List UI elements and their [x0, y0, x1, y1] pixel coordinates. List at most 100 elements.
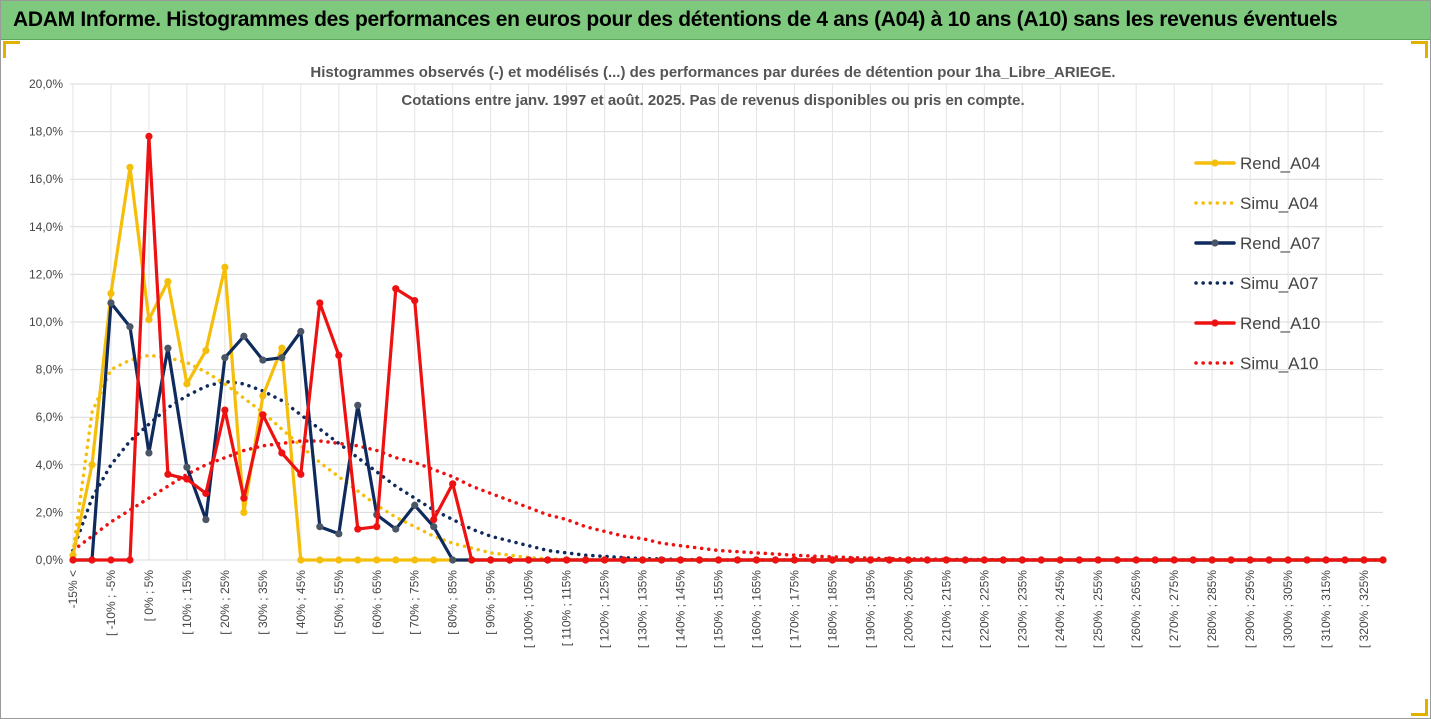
- legend-label-simu-a10: Simu_A10: [1240, 354, 1318, 373]
- y-tick-label: 16,0%: [29, 172, 63, 186]
- data-point-rend-a04: [202, 346, 210, 355]
- data-point-rend-a10: [638, 556, 647, 564]
- data-point-rend-a04: [354, 556, 362, 564]
- legend-label-rend-a07: Rend_A07: [1240, 234, 1320, 253]
- data-point-rend-a07: [183, 463, 191, 471]
- legend-label-rend-a10: Rend_A10: [1240, 314, 1320, 333]
- data-point-rend-a10: [202, 489, 210, 497]
- data-point-rend-a10: [1075, 556, 1083, 564]
- data-point-rend-a10: [563, 556, 571, 564]
- legend-label-rend-a04: Rend_A04: [1240, 154, 1320, 173]
- data-point-rend-a10: [1227, 556, 1235, 564]
- data-point-rend-a10: [1056, 556, 1064, 564]
- series-line-rend-a04: [71, 165, 1385, 562]
- report-banner: ADAM Informe. Histogrammes des performan…: [1, 1, 1430, 40]
- legend-label-simu-a04: Simu_A04: [1240, 194, 1318, 213]
- data-point-rend-a10: [373, 523, 381, 531]
- legend-marker-rend-a10: [1211, 319, 1219, 327]
- x-tick-label: [ 20% ; 25%: [218, 570, 232, 635]
- data-point-rend-a07: [164, 344, 172, 352]
- x-tick-label: [ 240% ; 245%: [1053, 570, 1067, 648]
- data-point-rend-a07: [259, 356, 267, 364]
- data-point-rend-a10: [1189, 556, 1197, 564]
- data-point-rend-a10: [904, 556, 912, 564]
- x-tick-label: [ 90% ; 95%: [484, 570, 498, 635]
- y-tick-label: 8,0%: [36, 363, 64, 377]
- data-point-rend-a10: [88, 556, 96, 564]
- chart-title: Histogrammes observés (-) et modélisés (…: [310, 64, 1115, 81]
- x-tick-label: [ 200% ; 205%: [901, 570, 915, 648]
- data-point-rend-a10: [1322, 556, 1330, 564]
- x-tick-label: [ 50% ; 55%: [332, 570, 346, 635]
- corner-handle-bottom-right[interactable]: [1411, 699, 1428, 716]
- corner-handle-top-left[interactable]: [3, 41, 20, 58]
- data-point-rend-a04: [316, 556, 324, 564]
- data-point-rend-a10: [752, 556, 761, 564]
- data-point-rend-a10: [714, 556, 723, 564]
- data-point-rend-a10: [1360, 556, 1368, 564]
- data-point-rend-a07: [240, 332, 248, 340]
- data-point-rend-a10: [221, 406, 229, 414]
- data-point-rend-a10: [449, 480, 457, 488]
- x-tick-label: [ 320% ; 325%: [1357, 570, 1371, 648]
- x-tick-label: [ 220% ; 225%: [977, 570, 991, 648]
- data-point-rend-a10: [126, 556, 134, 564]
- data-point-rend-a10: [1018, 556, 1026, 564]
- data-point-rend-a10: [487, 556, 495, 564]
- data-point-rend-a07: [335, 530, 343, 538]
- series-line-simu-a10: [71, 439, 1385, 562]
- x-axis: -15% < [ -10% ; -5% [ 0% ; 5% [ 10% ; 15% [ …: [66, 570, 1371, 648]
- data-point-rend-a04: [278, 344, 286, 352]
- data-point-rend-a10: [544, 556, 552, 564]
- data-point-rend-a10: [468, 556, 476, 564]
- data-point-rend-a10: [1208, 556, 1216, 564]
- data-point-rend-a04: [411, 556, 419, 564]
- x-tick-label: [ 70% ; 75%: [408, 570, 422, 635]
- data-point-rend-a04: [430, 556, 438, 564]
- data-point-rend-a07: [316, 523, 324, 531]
- corner-handle-top-right[interactable]: [1411, 41, 1428, 58]
- data-point-rend-a07: [392, 525, 400, 533]
- x-tick-label: [ 0% ; 5%: [142, 570, 156, 622]
- x-tick-label: -15% <: [66, 570, 80, 608]
- data-point-rend-a04: [259, 392, 267, 400]
- x-tick-label: [ 10% ; 15%: [180, 570, 194, 635]
- y-tick-label: 10,0%: [29, 315, 63, 329]
- data-point-rend-a10: [1170, 556, 1178, 564]
- legend: Rend_A04 Simu_A04 Rend_A07 Simu_A07 Rend_A10…: [1194, 154, 1320, 373]
- data-point-rend-a10: [183, 475, 191, 483]
- data-point-rend-a10: [1303, 556, 1311, 564]
- x-tick-label: [ 170% ; 175%: [787, 570, 801, 648]
- data-point-rend-a10: [297, 470, 305, 478]
- histogram-chart: Histogrammes observés (-) et modélisés (…: [29, 64, 1387, 648]
- report-title: ADAM Informe. Histogrammes des performan…: [13, 8, 1338, 31]
- y-tick-label: 14,0%: [29, 220, 63, 234]
- legend-marker-rend-a07: [1211, 239, 1219, 247]
- data-point-rend-a10: [923, 556, 931, 564]
- y-tick-label: 18,0%: [29, 125, 63, 139]
- data-point-rend-a10: [657, 556, 666, 564]
- data-point-rend-a10: [1246, 556, 1254, 564]
- data-point-rend-a10: [392, 285, 400, 293]
- data-point-rend-a10: [961, 556, 969, 564]
- data-point-rend-a10: [69, 556, 77, 564]
- data-point-rend-a07: [126, 323, 134, 331]
- data-point-rend-a07: [202, 515, 210, 524]
- data-point-rend-a07: [449, 556, 457, 564]
- data-point-rend-a10: [733, 556, 742, 564]
- data-point-rend-a10: [885, 556, 893, 564]
- data-point-rend-a10: [771, 556, 780, 564]
- data-point-rend-a07: [107, 299, 115, 307]
- data-point-rend-a10: [107, 556, 115, 564]
- x-tick-label: [ 130% ; 135%: [636, 570, 650, 648]
- x-tick-label: [ 300% ; 305%: [1281, 570, 1295, 648]
- data-point-rend-a07: [411, 501, 419, 509]
- x-tick-label: [ 40% ; 45%: [294, 570, 308, 635]
- x-tick-label: [ 190% ; 195%: [863, 570, 877, 648]
- data-point-rend-a07: [297, 327, 305, 336]
- data-point-rend-a10: [790, 556, 799, 564]
- y-tick-label: 20,0%: [29, 77, 63, 91]
- grid: [70, 83, 1383, 561]
- data-point-rend-a10: [942, 556, 950, 564]
- data-point-rend-a07: [221, 354, 229, 362]
